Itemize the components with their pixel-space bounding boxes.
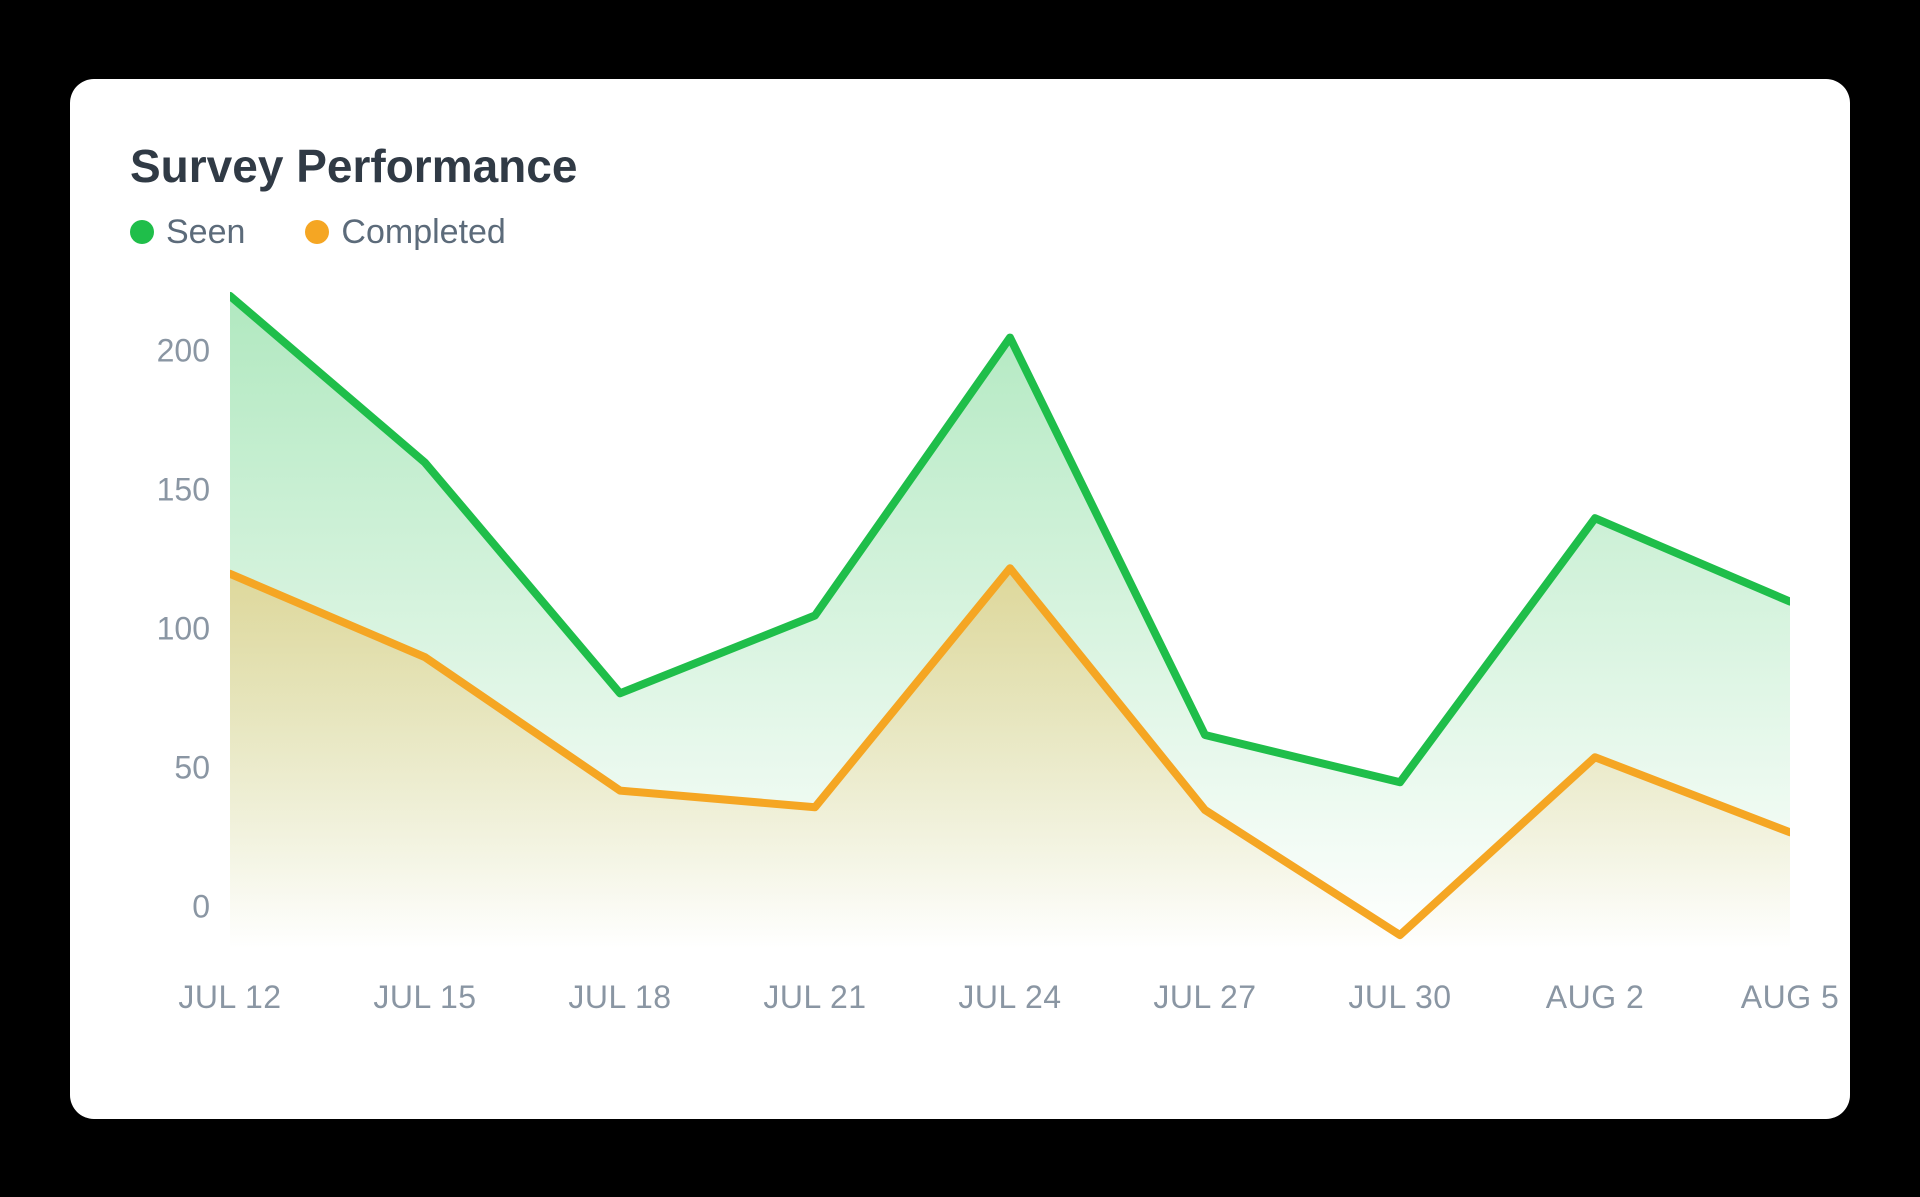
y-tick: 0 — [192, 888, 210, 925]
y-tick: 150 — [157, 471, 210, 508]
legend-label-completed: Completed — [341, 213, 505, 252]
chart-svg — [230, 282, 1790, 949]
chart-legend: Seen Completed — [130, 213, 1790, 252]
chart-area: 0 50 100 150 200 JUL 12 JUL 15 JUL 18 JUL 21 JUL… — [130, 282, 1790, 1069]
legend-item-completed: Completed — [305, 213, 505, 252]
x-tick: JUL 18 — [568, 979, 671, 1016]
x-axis: JUL 12JUL 15JUL 18JUL 21JUL 24JUL 27JUL … — [230, 979, 1790, 1069]
plot-region — [230, 282, 1790, 949]
x-tick: JUL 24 — [958, 979, 1061, 1016]
x-tick: JUL 27 — [1153, 979, 1256, 1016]
x-tick: AUG 2 — [1546, 979, 1645, 1016]
chart-title: Survey Performance — [130, 139, 1790, 193]
y-tick: 50 — [174, 749, 210, 786]
y-tick: 100 — [157, 610, 210, 647]
x-tick: JUL 12 — [178, 979, 281, 1016]
legend-dot-completed — [305, 220, 329, 244]
y-axis: 0 50 100 150 200 — [130, 282, 230, 1069]
x-tick: AUG 5 — [1741, 979, 1840, 1016]
x-tick: JUL 21 — [763, 979, 866, 1016]
chart-card: Survey Performance Seen Completed 0 50 100… — [70, 79, 1850, 1119]
x-tick: JUL 15 — [373, 979, 476, 1016]
x-tick: JUL 30 — [1348, 979, 1451, 1016]
legend-dot-seen — [130, 220, 154, 244]
legend-label-seen: Seen — [166, 213, 245, 252]
y-tick: 200 — [157, 332, 210, 369]
legend-item-seen: Seen — [130, 213, 245, 252]
